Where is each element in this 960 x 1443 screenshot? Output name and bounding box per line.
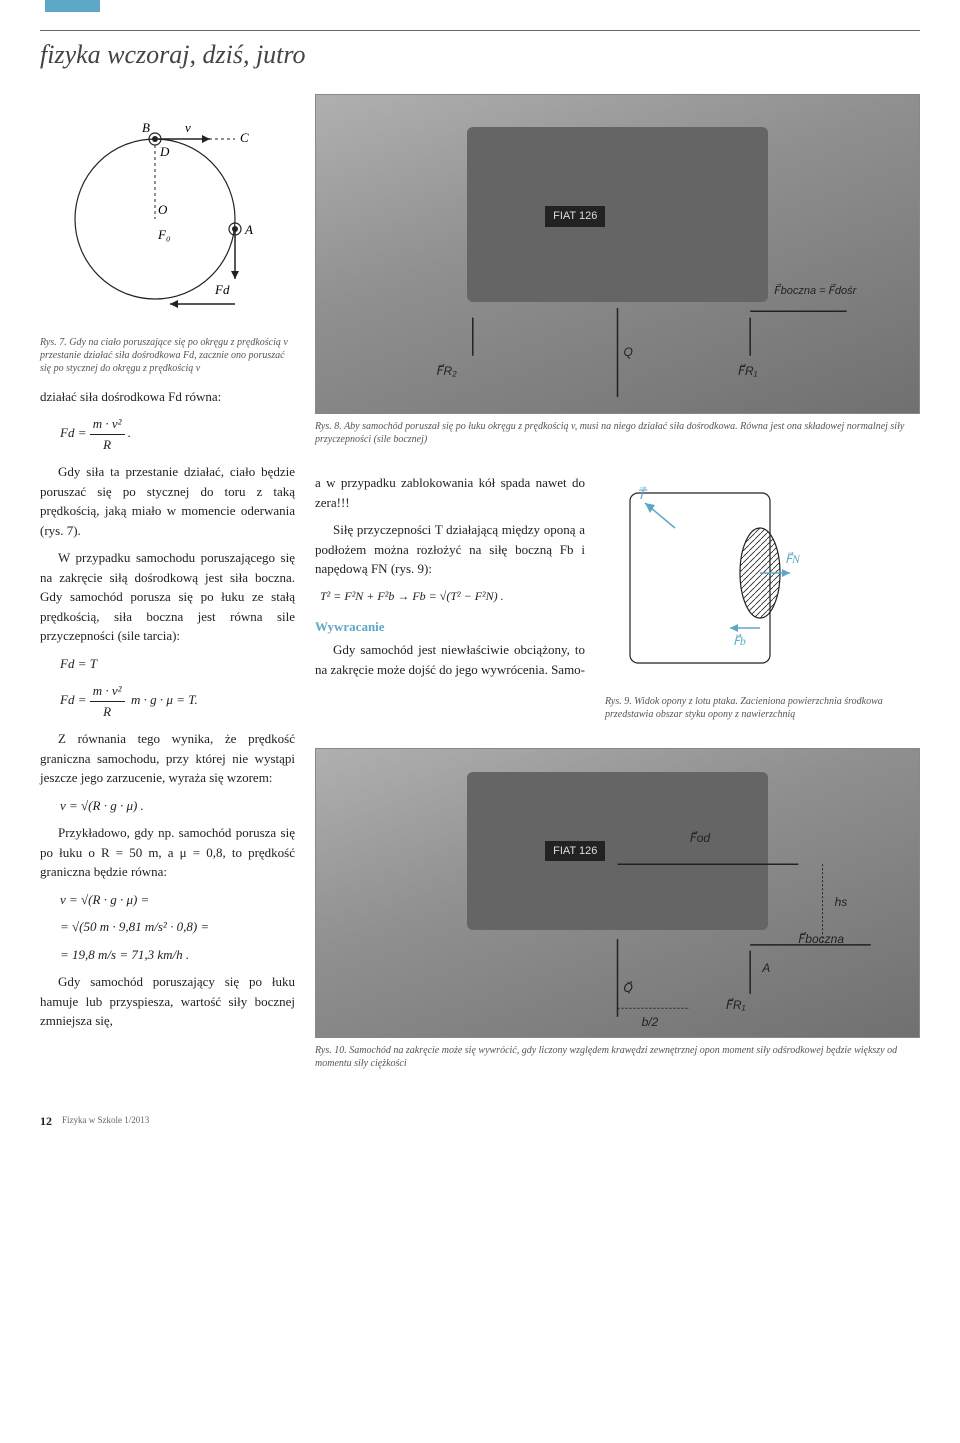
page-number: 12 bbox=[40, 1112, 52, 1130]
mid-right-inner: a w przypadku zablokowania kół spada naw… bbox=[315, 473, 920, 733]
col1-eq5-2: = √(50 m · 9,81 m/s² · 0,8) = bbox=[60, 917, 295, 937]
figure-9: T⃗ F⃗N F⃗b Rys. 9. Widok opony z lotu pt… bbox=[605, 473, 920, 721]
col2-eq1: T² = F²N + F²b → Fb = √(T² − F²N) . bbox=[320, 587, 585, 605]
section-wywracanie: Wywracanie bbox=[315, 617, 585, 637]
page-footer: 12 Fizyka w Szkole 1/2013 bbox=[40, 1112, 920, 1130]
svg-text:C: C bbox=[240, 130, 249, 145]
svg-text:F₀: F₀ bbox=[157, 227, 170, 242]
svg-text:F⃗b: F⃗b bbox=[733, 633, 746, 648]
column-left: B v C D O F₀ Fd A Rys. 7. Gdy na ciało p… bbox=[40, 94, 295, 1082]
col1-p1: działać siła dośrodkowa Fd równa: bbox=[40, 387, 295, 407]
col1-p2: Gdy siła ta przestanie działać, ciało bę… bbox=[40, 462, 295, 540]
accent-bar bbox=[45, 0, 100, 12]
fig10-arrows bbox=[316, 749, 919, 1037]
fig9-diagram: T⃗ F⃗N F⃗b bbox=[605, 473, 805, 683]
page-container: fizyka wczoraj, dziś, jutro bbox=[0, 0, 960, 1150]
col1-eq5-3: = 19,8 m/s = 71,3 km/h . bbox=[60, 945, 295, 965]
column-right: T⃗ F⃗N F⃗b Rys. 9. Widok opony z lotu pt… bbox=[605, 473, 920, 733]
right-block: FIAT 126 Q F⃗R₂ F⃗R₁ F⃗boczna = F⃗dośr R… bbox=[315, 94, 920, 1082]
fig8-arrows bbox=[316, 95, 919, 413]
column-mid: a w przypadku zablokowania kół spada naw… bbox=[315, 473, 585, 733]
fig7-diagram: B v C D O F₀ Fd A bbox=[40, 94, 270, 324]
svg-text:O: O bbox=[158, 202, 168, 217]
col1-eq4: v = √(R · g · μ) . bbox=[60, 796, 295, 816]
fig10-photo: FIAT 126 F⃗od hs F⃗boczna Q⃗ A F⃗R₁ bbox=[315, 748, 920, 1038]
section-header: fizyka wczoraj, dziś, jutro bbox=[40, 35, 920, 74]
col1-eq1: Fd = m · v²R . bbox=[60, 414, 295, 454]
col1-p3: W przypadku samochodu poruszającego się … bbox=[40, 548, 295, 646]
fig7-caption: Rys. 7. Gdy na ciało poruszające się po … bbox=[40, 336, 295, 375]
col1-eq2: Fd = T bbox=[60, 654, 295, 674]
col1-p4: Z równania tego wynika, że prędkość gran… bbox=[40, 729, 295, 788]
fig10-caption: Rys. 10. Samochód na zakręcie może się w… bbox=[315, 1044, 920, 1070]
svg-text:B: B bbox=[142, 120, 150, 135]
svg-text:F⃗N: F⃗N bbox=[785, 551, 801, 566]
figure-8: FIAT 126 Q F⃗R₂ F⃗R₁ F⃗boczna = F⃗dośr R… bbox=[315, 94, 920, 446]
figure-7: B v C D O F₀ Fd A Rys. 7. Gdy na ciało p… bbox=[40, 94, 295, 375]
svg-text:Fd: Fd bbox=[214, 282, 230, 297]
fig8-photo: FIAT 126 Q F⃗R₂ F⃗R₁ F⃗boczna = F⃗dośr bbox=[315, 94, 920, 414]
journal-label: Fizyka w Szkole 1/2013 bbox=[62, 1114, 149, 1128]
col2-p3: Gdy samochód jest niewłaściwie obciążony… bbox=[315, 640, 585, 679]
svg-text:D: D bbox=[159, 144, 170, 159]
col1-p6: Gdy samochód poruszający się po łuku ham… bbox=[40, 972, 295, 1031]
svg-text:A: A bbox=[244, 222, 253, 237]
col1-p5: Przykładowo, gdy np. samochód porusza si… bbox=[40, 823, 295, 882]
figure-10: FIAT 126 F⃗od hs F⃗boczna Q⃗ A F⃗R₁ bbox=[315, 748, 920, 1070]
col1-eq3: Fd = m · v²R m · g · μ = T. bbox=[60, 681, 295, 721]
fig8-caption: Rys. 8. Aby samochód poruszał się po łuk… bbox=[315, 420, 920, 446]
header-rule bbox=[40, 30, 920, 31]
svg-text:v: v bbox=[185, 120, 191, 135]
col2-p1: a w przypadku zablokowania kół spada naw… bbox=[315, 473, 585, 512]
svg-text:T⃗: T⃗ bbox=[637, 487, 648, 502]
fig9-caption: Rys. 9. Widok opony z lotu ptaka. Zacien… bbox=[605, 695, 920, 721]
col2-p2: Siłę przyczepności T działającą między o… bbox=[315, 520, 585, 579]
col1-eq5-1: v = √(R · g · μ) = bbox=[60, 890, 295, 910]
main-columns: B v C D O F₀ Fd A Rys. 7. Gdy na ciało p… bbox=[40, 94, 920, 1082]
